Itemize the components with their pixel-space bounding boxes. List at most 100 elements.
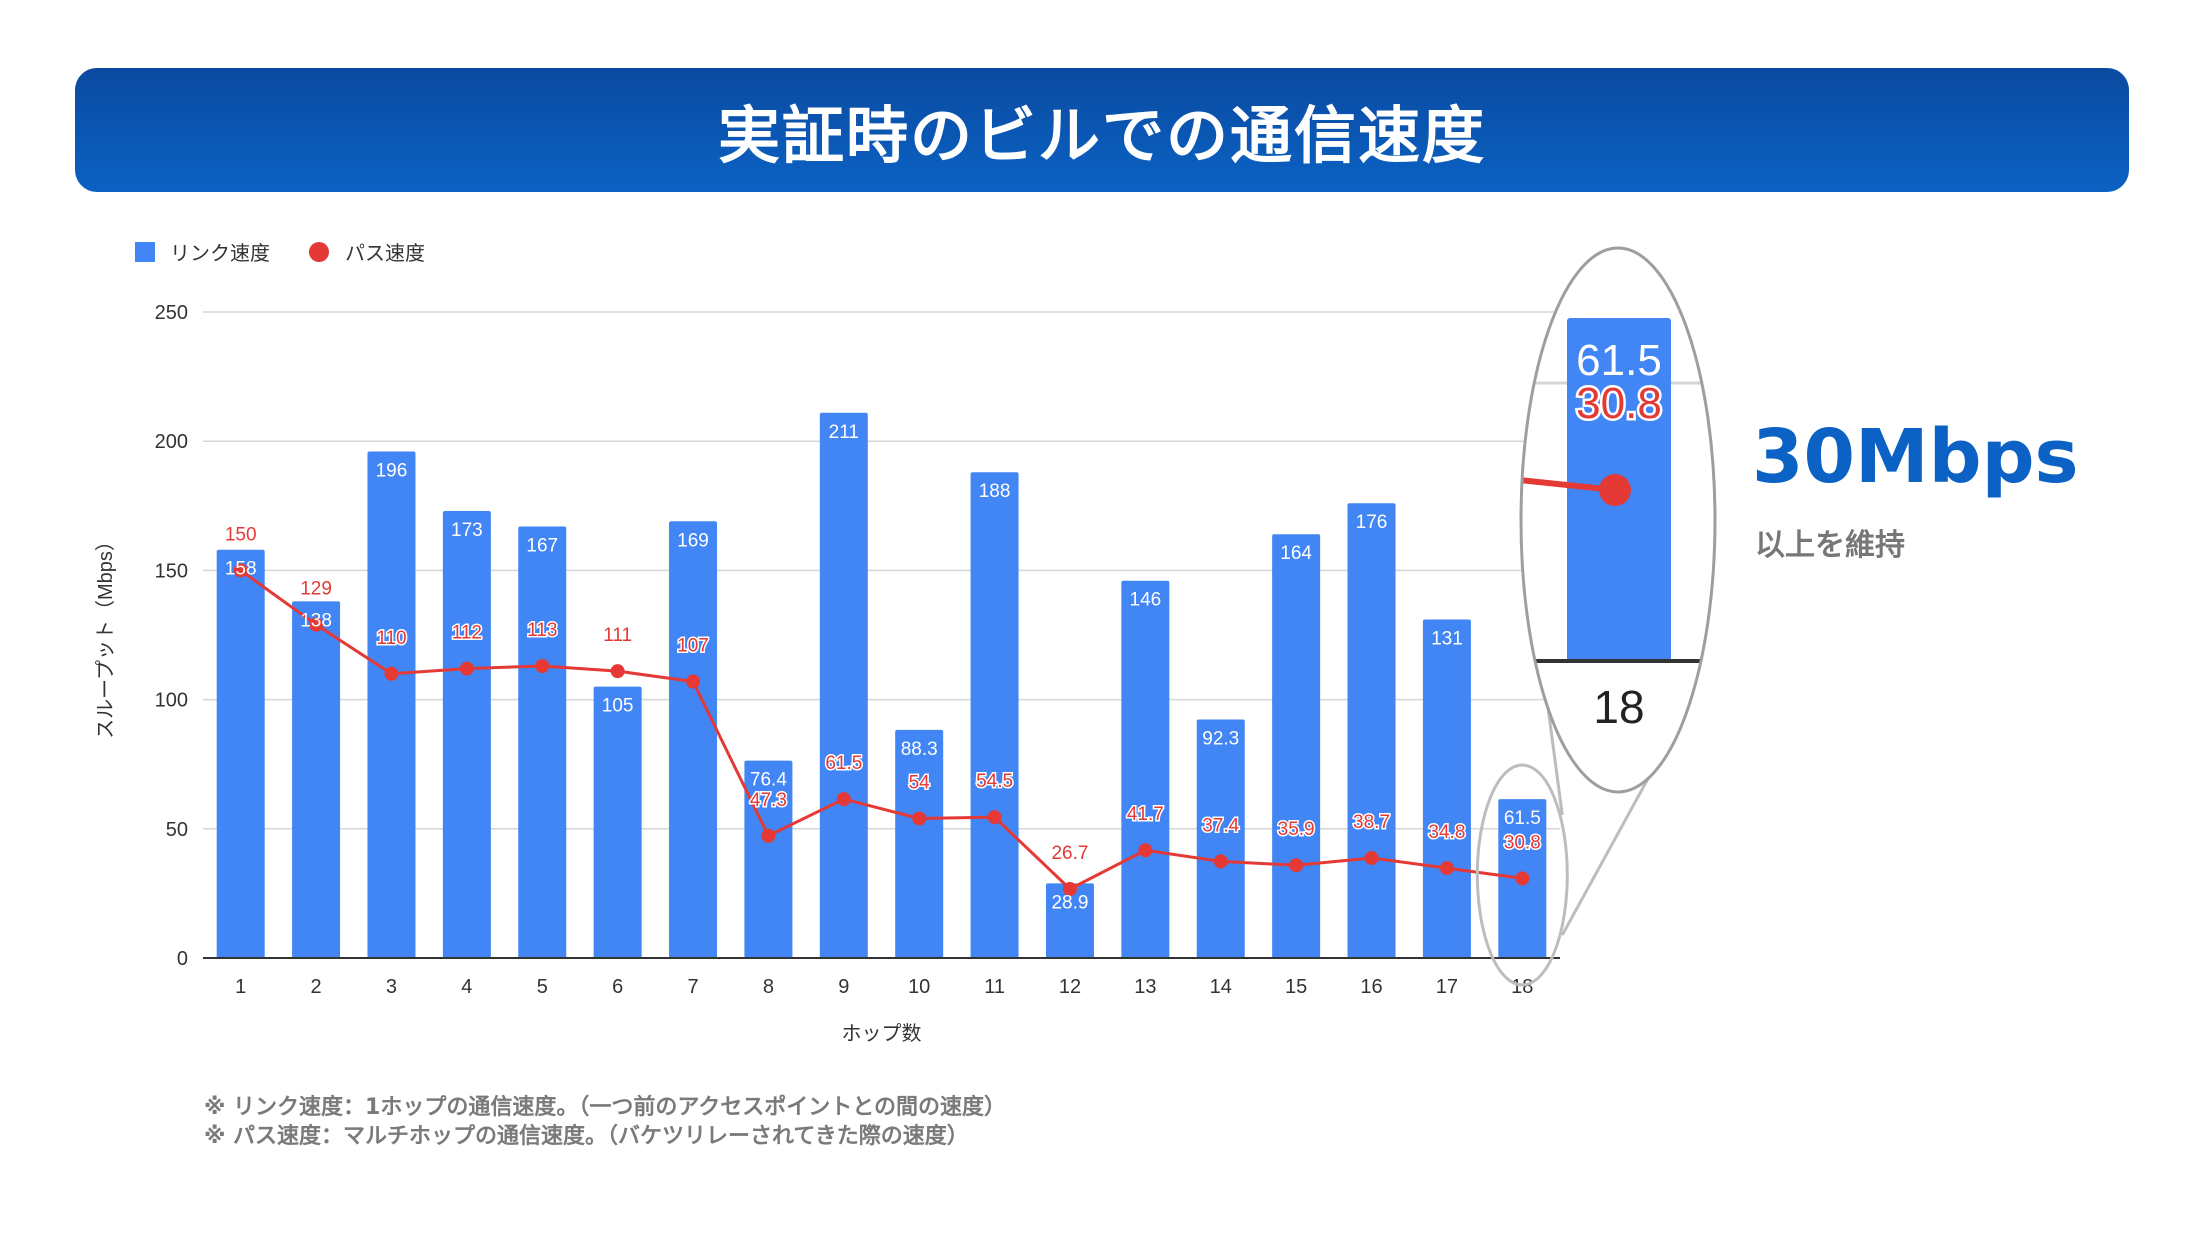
y-tick-label: 150 — [155, 560, 188, 582]
callout-value: 30Mbps — [1752, 414, 2079, 500]
bar-value-label: 76.4 — [750, 770, 787, 791]
line-point-path-speed — [1213, 854, 1228, 869]
x-tick-label: 9 — [838, 976, 849, 998]
bar-link-speed — [819, 412, 868, 958]
bar-link-speed — [367, 451, 416, 958]
line-point-path-speed — [1138, 843, 1153, 858]
bar-link-speed — [1272, 534, 1321, 958]
y-tick-label: 200 — [155, 431, 188, 453]
bar-link-speed — [669, 521, 718, 958]
bar-value-label: 61.5 — [1504, 808, 1541, 829]
line-value-label: 113 — [527, 620, 557, 641]
legend-swatch-link — [135, 242, 155, 262]
bar-link-speed — [1121, 580, 1170, 958]
bar-value-label: 146 — [1130, 590, 1162, 611]
bar-value-label: 167 — [526, 535, 558, 556]
zoom-content: 61.530.8 18 — [1521, 248, 1715, 792]
bar-value-label: 188 — [979, 481, 1011, 502]
line-value-label: 107 — [677, 636, 709, 657]
bar-value-label: 92.3 — [1202, 728, 1239, 749]
legend-label-path: パス速度 — [345, 242, 425, 265]
bar-value-label: 176 — [1356, 512, 1388, 533]
line-point-path-speed — [535, 659, 550, 674]
zoom-line-segment — [1521, 475, 1616, 493]
line-value-label: 61.5 — [825, 753, 862, 774]
x-tick-label: 8 — [763, 976, 774, 998]
y-tick-label: 50 — [166, 819, 188, 841]
line-value-label: 150 — [225, 524, 257, 545]
y-tick-label: 0 — [177, 948, 188, 970]
x-tick-label: 5 — [537, 976, 548, 998]
x-tick-label: 1 — [235, 976, 246, 998]
bar-link-speed — [518, 526, 567, 958]
zoom-source-ellipse — [1475, 763, 1569, 987]
bar-link-speed — [1045, 883, 1094, 958]
bar-link-speed — [292, 601, 341, 958]
bar-value-label: 196 — [376, 461, 408, 482]
bar-link-speed — [1422, 619, 1471, 958]
x-tick-label: 13 — [1134, 976, 1156, 998]
line-point-path-speed — [1289, 858, 1304, 873]
x-tick-label: 18 — [1511, 976, 1533, 998]
x-tick-label: 11 — [984, 976, 1005, 998]
bar-value-label: 105 — [602, 696, 634, 717]
bar-value-label: 158 — [225, 559, 257, 580]
zoom-line-label: 30.8 — [1576, 379, 1662, 428]
line-point-path-speed — [1439, 861, 1454, 876]
y-tick-label: 250 — [155, 302, 188, 324]
x-tick-label: 14 — [1210, 976, 1232, 998]
bar-link-speed — [216, 549, 265, 958]
line-value-label: 54.5 — [976, 771, 1013, 792]
line-point-path-speed — [987, 810, 1002, 825]
bar-link-speed — [1347, 503, 1396, 958]
line-value-label: 129 — [300, 579, 332, 600]
line-value-label: 111 — [603, 625, 632, 646]
line-value-label: 54 — [909, 772, 931, 793]
line-path-speed — [239, 569, 1523, 891]
line-point-path-speed — [686, 674, 701, 689]
zoom-line-point — [1599, 474, 1631, 506]
title-banner: 実証時のビルでの通信速度 — [75, 68, 2129, 192]
line-point-path-speed — [233, 563, 248, 578]
x-tick-label: 2 — [311, 976, 322, 998]
zoom-bar-label: 61.5 — [1576, 336, 1662, 385]
bar-link-speed — [1196, 719, 1245, 958]
footnote-link-speed: ※ リンク速度：1ホップの通信速度。（一つ前のアクセスポイントとの間の速度） — [204, 1095, 1007, 1120]
bar-value-label: 28.9 — [1051, 892, 1088, 913]
line-value-label: 110 — [376, 628, 406, 649]
x-tick-label: 3 — [386, 976, 397, 998]
x-tick-label: 16 — [1360, 976, 1382, 998]
zoom-connector — [1560, 774, 1652, 936]
bar-value-label: 164 — [1280, 543, 1312, 564]
x-tick-label: 17 — [1436, 976, 1458, 998]
line-value-label: 30.8 — [1504, 832, 1541, 853]
line-value-label: 47.3 — [750, 790, 787, 811]
line-point-path-speed — [912, 811, 927, 826]
legend-label-link: リンク速度 — [170, 242, 270, 265]
line-point-path-speed — [1515, 871, 1530, 886]
bar-link-speed — [593, 686, 642, 958]
line-point-path-speed — [1062, 882, 1077, 897]
line-point-path-speed — [309, 617, 324, 632]
line-value-label: 41.7 — [1127, 804, 1164, 825]
legend-swatch-path — [309, 242, 329, 262]
line-point-path-speed — [384, 666, 399, 681]
x-tick-label: 6 — [612, 976, 623, 998]
y-tick-label: 100 — [155, 690, 188, 712]
x-tick-label: 4 — [461, 976, 472, 998]
line-point-path-speed — [610, 664, 625, 679]
x-tick-label: 7 — [687, 976, 698, 998]
footnote-path-speed: ※ パス速度：マルチホップの通信速度。（バケツリレーされてきた際の速度） — [204, 1124, 969, 1149]
line-point-path-speed — [459, 661, 474, 676]
bar-link-speed — [970, 472, 1019, 958]
line-point-path-speed — [836, 792, 851, 807]
footnotes: ※ リンク速度：1ホップの通信速度。（一つ前のアクセスポイントとの間の速度） ※… — [204, 1093, 1006, 1151]
line-value-label: 38.7 — [1353, 812, 1390, 833]
line-point-path-speed — [1364, 850, 1379, 865]
bar-value-label: 211 — [829, 422, 859, 443]
bar-value-label: 169 — [677, 530, 709, 551]
bar-value-label: 88.3 — [901, 739, 938, 760]
x-tick-label: 12 — [1059, 976, 1081, 998]
line-value-label: 26.7 — [1051, 843, 1088, 864]
zoom-category-label: 18 — [1593, 681, 1644, 733]
